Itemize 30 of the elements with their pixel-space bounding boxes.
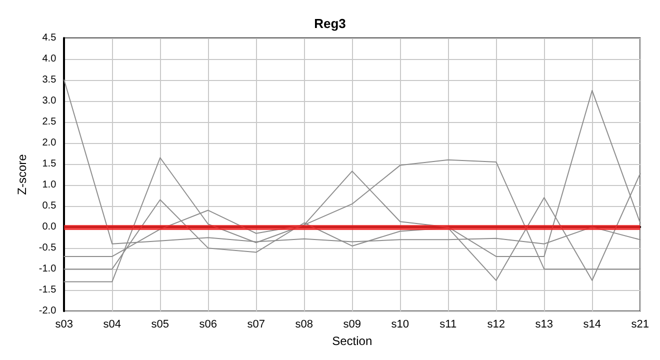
y-axis-title: Z-score — [15, 154, 29, 195]
y-tick-label: 2.0 — [42, 138, 57, 149]
x-tick-label: s13 — [535, 318, 554, 331]
x-tick-label: s03 — [55, 318, 74, 331]
x-tick-label: s09 — [343, 318, 362, 331]
y-tick-label: 4.0 — [42, 54, 57, 65]
y-tick-label: 0.5 — [42, 200, 57, 212]
x-tick-label: s21 — [631, 318, 650, 331]
x-tick-label: s05 — [151, 318, 170, 331]
y-tick-label: 2.5 — [42, 116, 57, 128]
y-tick-label: 3.5 — [42, 74, 57, 86]
x-tick-label: s14 — [583, 318, 602, 331]
y-tick-label: 3.0 — [42, 96, 57, 107]
x-tick-label: s10 — [391, 318, 410, 331]
y-tick-label: 0.0 — [42, 222, 57, 233]
y-tick-label: 1.0 — [42, 180, 57, 191]
x-tick-label: s07 — [247, 318, 266, 331]
chart-title: Reg3 — [314, 16, 346, 31]
y-tick-label: 4.5 — [42, 32, 57, 44]
y-tick-label: 1.5 — [42, 158, 57, 170]
x-tick-label: s12 — [487, 318, 506, 331]
y-tick-label: -1.5 — [38, 284, 57, 296]
y-tick-label: -0.5 — [38, 242, 57, 254]
y-tick-label: -1.0 — [38, 264, 57, 275]
x-tick-label: s11 — [440, 318, 457, 331]
x-tick-label: s06 — [199, 318, 218, 331]
x-tick-label: s04 — [103, 318, 122, 331]
y-tick-label: -2.0 — [38, 306, 57, 317]
x-tick-label: s08 — [295, 318, 314, 331]
x-axis-title: Section — [332, 334, 372, 348]
